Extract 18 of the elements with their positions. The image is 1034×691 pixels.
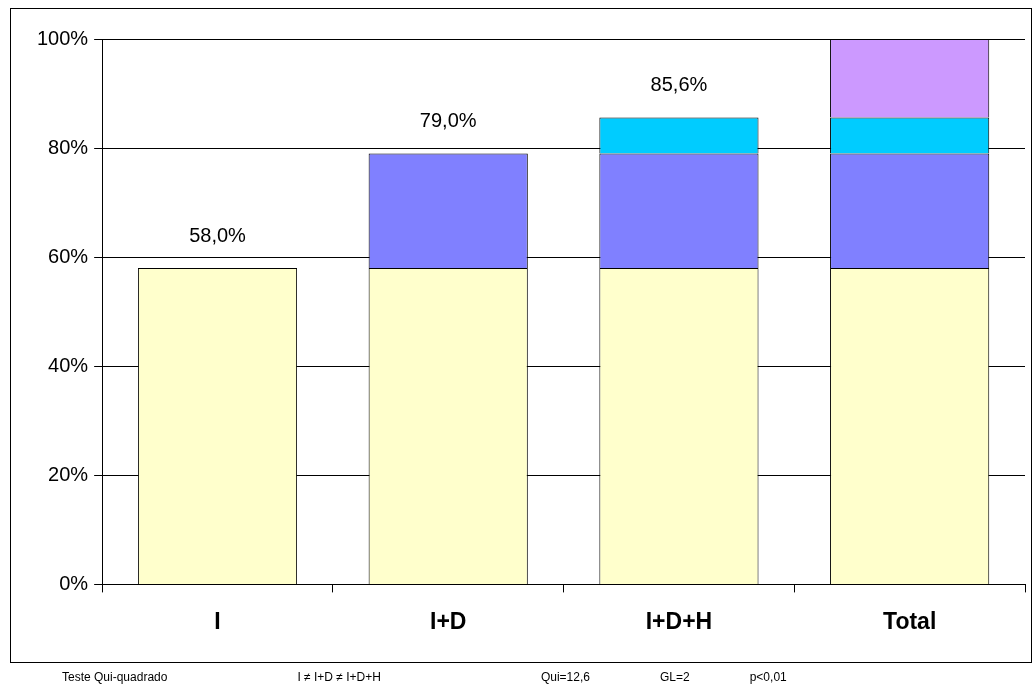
- total-label: 58,0%: [189, 223, 247, 246]
- x-tick-label: I: [214, 607, 221, 634]
- y-tick-label: 80%: [48, 135, 89, 158]
- text: Qui=12,6: [540, 670, 590, 684]
- text: GL=2: [659, 670, 690, 684]
- y-tick-label: 0%: [59, 571, 89, 594]
- y-tick-label: 60%: [48, 244, 89, 267]
- x-tick-label: I+D: [430, 607, 467, 634]
- text: Teste Qui-quadrado: [62, 670, 168, 684]
- x-tick-label: Total: [883, 607, 937, 634]
- x-tick-label: I+D+H: [645, 607, 713, 634]
- y-tick-label: 20%: [48, 462, 89, 485]
- text: p<0,01: [749, 670, 787, 684]
- text: I ≠ I+D ≠ I+D+H: [297, 670, 381, 684]
- y-tick-label: 40%: [48, 353, 89, 376]
- y-tick-label: 100%: [37, 26, 89, 49]
- total-label: 79,0%: [419, 109, 477, 132]
- total-label: 85,6%: [650, 73, 708, 96]
